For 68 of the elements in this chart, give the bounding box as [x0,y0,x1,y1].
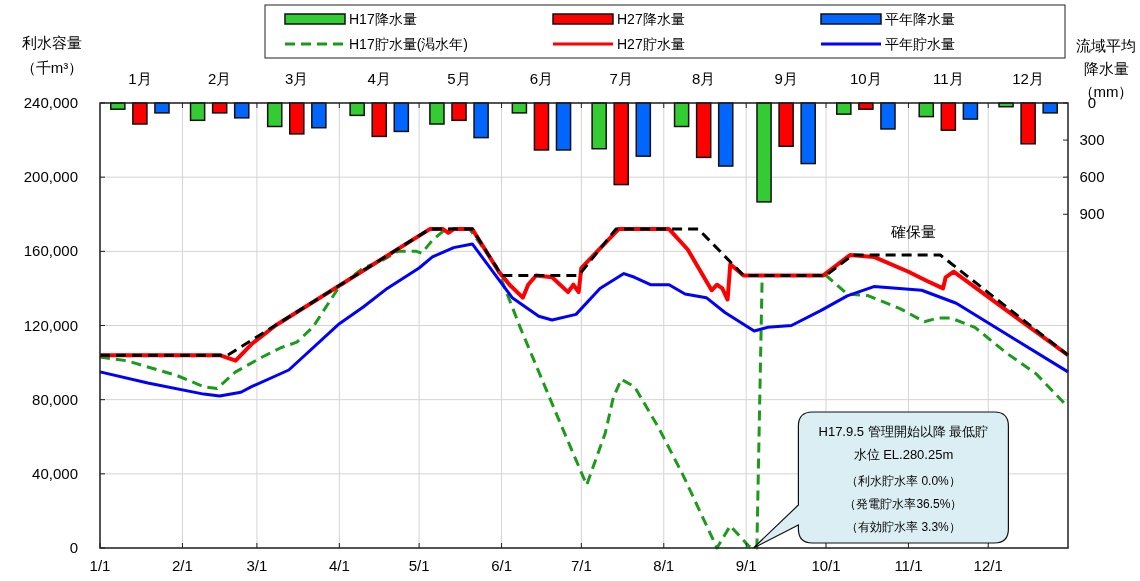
y-tick-label: 0 [69,539,78,556]
x2-tick-label: 11月 [933,70,964,87]
bar [613,102,630,186]
bar [836,102,852,115]
x-tick-label: 10/1 [811,557,841,574]
bar [778,102,794,148]
x-tick-label: 9/1 [735,557,757,574]
x2-tick-label: 7月 [609,70,633,87]
y2-tick-label: 600 [1079,168,1105,186]
y-tick-label: 200,000 [23,168,78,186]
bar [311,102,327,129]
legend-label: H27降水量 [617,11,685,27]
bar [555,102,572,151]
legend-label: H17貯水量(渇水年) [349,36,469,52]
annotation: 確保量 [889,222,936,240]
x-tick-label: 3/1 [246,557,268,574]
bar [533,102,550,151]
y-tick-label: 120,000 [23,316,78,334]
bar [349,102,365,117]
legend-label: H27貯水量 [617,36,685,52]
bar [1042,102,1058,114]
x2-tick-label: 5月 [447,70,471,87]
bar [1020,102,1036,145]
x-tick-label: 1/1 [89,557,111,574]
x-tick-label: 7/1 [570,557,592,574]
x-tick-label: 8/1 [653,557,675,574]
bar [473,102,489,139]
bar [800,102,816,165]
annotation: H17.9.5 管理開始以降 最低貯水位 EL.280.25m（利水貯水率 0.0%）（発電貯水率36.5%）（有効貯水率 3.3%） [818,424,989,534]
bar [451,102,467,122]
y-tick-label: 240,000 [23,94,78,111]
x2-tick-label: 1月 [128,70,152,87]
x2-tick-label: 8月 [692,70,716,87]
x2-tick-label: 9月 [774,70,798,87]
x2-tick-label: 4月 [367,70,391,87]
x-tick-label: 12/1 [973,557,1003,574]
x-tick-label: 4/1 [328,557,350,574]
bar [940,102,957,131]
bar [880,102,896,130]
x2-tick-label: 3月 [285,70,309,87]
bar [371,102,388,138]
y-axis-title: 利水容量（千m³） [20,34,84,76]
bar [756,102,772,203]
x2-tick-label: 10月 [850,70,882,87]
y-tick-label: 160,000 [23,242,78,260]
x-tick-label: 11/1 [894,557,923,574]
legend-label: 平年降水量 [885,11,955,27]
bar [695,102,712,159]
y2-tick-label: 300 [1079,131,1105,149]
bar [288,102,305,135]
x2-tick-label: 6月 [529,70,554,87]
bar [635,102,652,157]
x2-tick-label: 12月 [1012,70,1044,87]
legend-label: 平年貯水量 [885,36,955,52]
bar [717,102,734,167]
bar [266,102,283,128]
y-tick-label: 80,000 [32,390,78,408]
bar [591,102,607,150]
x2-tick-label: 2月 [208,70,232,87]
y-tick-label: 40,000 [32,464,78,482]
x-tick-label: 2/1 [172,557,193,574]
x-tick-label: 5/1 [408,557,430,574]
legend-label: H17降水量 [349,11,417,27]
x-tick-label: 6/1 [491,557,512,574]
bar [429,102,445,125]
y2-tick-label: 900 [1079,205,1105,223]
callout: H17.9.5 管理開始以降 最低貯水位 EL.280.25m（利水貯水率 0.0%）（発電貯水率36.5%）（有効貯水率 3.3%） [752,411,1009,549]
bar [393,102,410,133]
